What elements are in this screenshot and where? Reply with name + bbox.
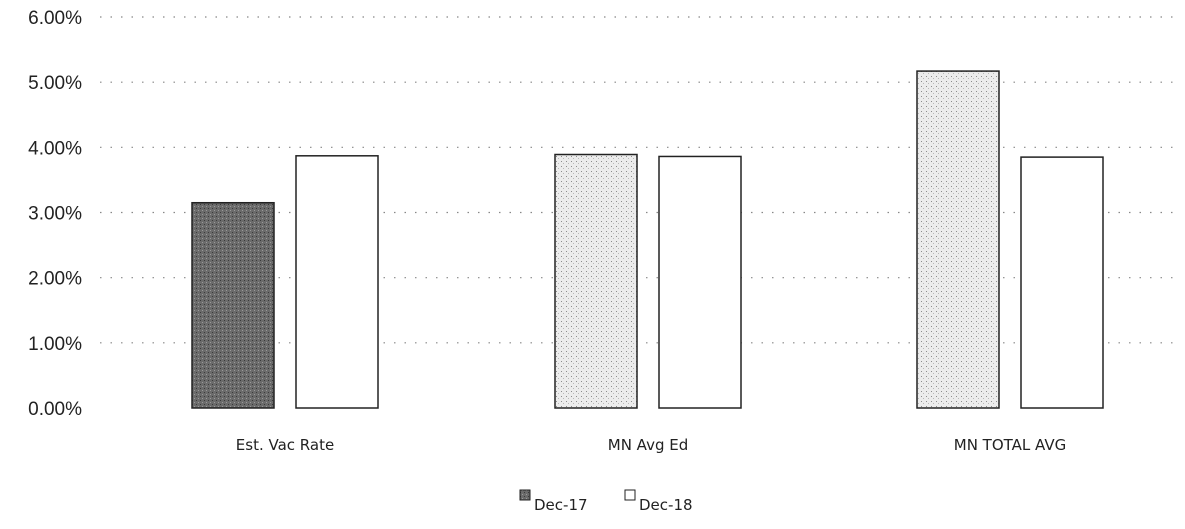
y-axis-tick-labels: 0.00% 1.00% 2.00% 3.00% 4.00% 5.00% 6.00% (28, 8, 82, 420)
category-label: Est. Vac Rate (236, 436, 334, 454)
y-tick-label: 4.00% (28, 138, 82, 159)
bars (191, 70, 1104, 409)
y-tick-label: 0.00% (28, 399, 82, 420)
y-tick-label: 1.00% (28, 334, 82, 355)
legend: Dec-17 Dec-18 (519, 489, 693, 514)
y-tick-label: 6.00% (28, 8, 82, 29)
y-tick-label: 2.00% (28, 269, 82, 290)
y-tick-label: 5.00% (28, 73, 82, 94)
legend-label-dec18: Dec-18 (639, 496, 693, 514)
y-tick-label: 3.00% (28, 204, 82, 225)
bar-dec-17-3 (916, 70, 1000, 409)
bar-dec-17-2 (554, 153, 638, 409)
bar-dec-17-1 (191, 201, 275, 409)
x-axis-category-labels: Est. Vac Rate MN Avg Ed MN TOTAL AVG (236, 436, 1066, 454)
bar-dec-18-1 (295, 155, 379, 409)
category-label: MN Avg Ed (608, 436, 688, 454)
legend-swatch-dec17 (519, 489, 531, 501)
legend-label-dec17: Dec-17 (534, 496, 588, 514)
bar-dec-18-2 (658, 155, 742, 409)
category-label: MN TOTAL AVG (954, 436, 1066, 454)
gridlines (100, 16, 1180, 344)
bar-dec-18-3 (1020, 156, 1104, 409)
legend-swatch-dec18 (624, 489, 636, 501)
